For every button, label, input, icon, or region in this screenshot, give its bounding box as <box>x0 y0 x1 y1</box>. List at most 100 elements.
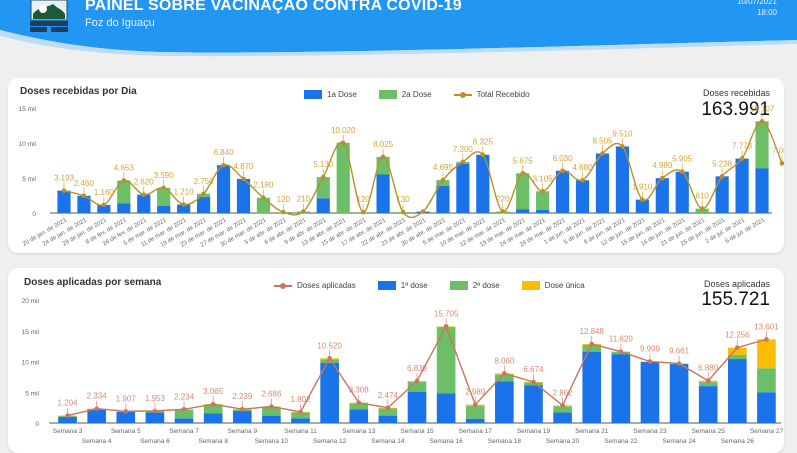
line-point <box>764 337 769 342</box>
data-label: 5.905 <box>672 155 693 164</box>
bar-1a-dose <box>137 194 151 213</box>
bar-1a-dose <box>157 206 171 213</box>
data-label: 1.210 <box>174 188 195 197</box>
legend-label: Doses aplicadas <box>297 281 356 290</box>
bar-1-dose <box>378 415 398 423</box>
x-tick-label: Semana 12 <box>313 438 347 445</box>
line-point <box>210 401 216 407</box>
data-label: 12.256 <box>725 331 750 340</box>
received-chart-title: Doses recebidas por Dia <box>20 86 137 97</box>
bar-2-dose <box>291 412 310 419</box>
bar-1-dose <box>58 416 77 423</box>
bar-1-dose <box>291 418 310 423</box>
x-tick-label: Semana 26 <box>721 438 755 445</box>
legend-item-first-dose[interactable]: 1a Dose <box>304 90 357 99</box>
bar-1a-dose <box>216 165 231 213</box>
bar-2-dose <box>407 381 427 392</box>
data-label: 2.989 <box>465 388 486 397</box>
bar-2a-dose <box>436 180 450 186</box>
bar-1-dose <box>203 413 223 423</box>
line-point <box>719 174 725 179</box>
data-label: 1.953 <box>145 394 166 403</box>
bar-1a-dose <box>715 176 729 213</box>
data-label: 4.870 <box>233 162 254 171</box>
data-label: 610 <box>696 192 710 201</box>
bar-1-dose <box>757 392 776 423</box>
city-logo <box>27 0 71 34</box>
bar-1-dose <box>174 418 194 423</box>
x-tick-label: Semana 5 <box>111 428 141 435</box>
data-label: 15.705 <box>434 309 459 318</box>
data-label: 220 <box>496 194 510 203</box>
legend-item-second-dose[interactable]: 2a Dose <box>378 90 432 99</box>
bar-1a-dose <box>97 204 111 213</box>
data-label: 4.695 <box>433 163 454 172</box>
second-dose-swatch <box>378 90 397 99</box>
data-label: 5.238 <box>712 159 733 168</box>
bar-1a-dose <box>516 209 530 213</box>
bar-2-dose <box>203 404 223 414</box>
bar-1-dose <box>582 351 602 423</box>
applied-legend: Doses aplicadas 1ª dose 2ª dose Dose úni… <box>274 281 607 290</box>
bar-dose-nica <box>757 339 776 369</box>
line-point <box>472 402 478 407</box>
bar-1a-dose <box>635 199 649 213</box>
bar-1-dose <box>698 386 718 423</box>
data-label: 1.910 <box>632 183 653 192</box>
x-tick-label: Semana 10 <box>255 438 289 445</box>
legend-label: Dose única <box>544 281 585 290</box>
bar-2-dose <box>174 409 194 419</box>
line-point <box>620 144 625 149</box>
bar-2-dose <box>378 408 398 416</box>
bar-1-dose <box>669 363 689 423</box>
line-point <box>123 408 129 414</box>
data-label: 4.980 <box>652 161 673 170</box>
line-point <box>759 118 765 124</box>
data-label: 5.675 <box>513 156 534 165</box>
legend-item-second-dose[interactable]: 2ª dose <box>449 281 500 290</box>
bar-1-dose <box>407 391 427 423</box>
bar-1a-dose <box>197 196 211 213</box>
line-point <box>779 161 784 166</box>
data-label: 3.590 <box>154 171 175 180</box>
bar-1-dose <box>87 409 106 423</box>
y-tick-label: 0 <box>32 211 36 218</box>
line-point <box>679 169 685 174</box>
data-label: 120 <box>277 195 291 204</box>
legend-item-total-received[interactable]: Total Recebido <box>453 90 530 99</box>
line-point <box>385 405 391 411</box>
bar-2-dose <box>553 406 572 413</box>
bar-2-dose <box>495 374 514 382</box>
update-date: 10/07/2021 <box>736 0 777 6</box>
x-tick-label: Semana 19 <box>517 428 551 435</box>
x-tick-label: Semana 7 <box>169 428 199 435</box>
data-label: 7.083 <box>772 146 784 155</box>
update-time: 18:00 <box>756 8 777 17</box>
bar-1a-dose <box>57 190 71 213</box>
bar-2a-dose <box>536 191 550 210</box>
line-point <box>580 177 585 183</box>
bar-1a-dose <box>655 178 669 213</box>
legend-item-doses-applied[interactable]: Doses aplicadas <box>274 281 356 290</box>
y-tick-label: 5 mil <box>25 390 39 397</box>
line-point <box>440 177 446 183</box>
bar-2-dose <box>349 403 369 410</box>
data-label: 2.234 <box>174 392 195 401</box>
data-label: 3.193 <box>54 174 75 183</box>
bar-2-dose <box>698 382 718 387</box>
line-point <box>618 349 624 354</box>
bar-2a-dose <box>755 121 769 169</box>
data-label: 6.839 <box>407 364 428 373</box>
line-point <box>320 174 326 180</box>
x-tick-label: Semana 4 <box>82 438 112 445</box>
line-point <box>589 341 595 347</box>
legend-item-single-dose[interactable]: Dose única <box>521 281 585 290</box>
legend-item-first-dose[interactable]: 1ª dose <box>377 281 428 290</box>
total-line-swatch <box>453 91 472 99</box>
bar-1-dose <box>640 361 660 423</box>
bar-1a-dose <box>456 164 470 213</box>
data-label: 13.601 <box>754 322 779 331</box>
line-point <box>340 140 346 146</box>
data-label: 4.653 <box>114 163 135 172</box>
bar-1a-dose <box>436 185 450 213</box>
